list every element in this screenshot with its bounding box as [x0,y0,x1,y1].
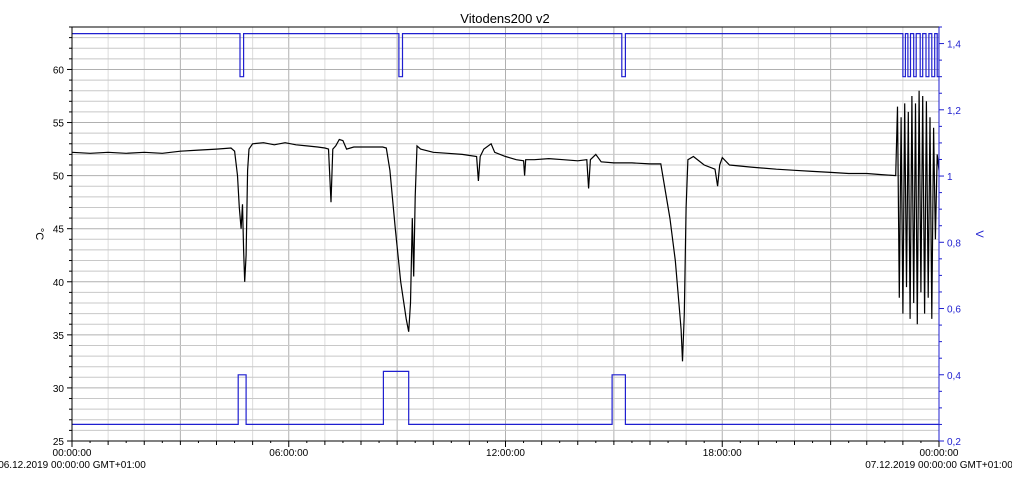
y-right-tick-label: 0,4 [947,371,961,382]
y-left-tick-label: 55 [53,119,65,130]
axes: 00:00:00 06:00:00 12:00:00 18:00:00 00:00:00… [53,26,961,459]
y-left-tick-label: 50 [53,172,65,183]
y-right-tick-label: 0,8 [947,238,961,249]
voltage-series-line-1 [72,370,939,425]
voltage-series-line-2 [72,32,939,78]
y-left-tick-label: 40 [53,278,65,289]
y-right-tick-label: 1,2 [947,106,961,117]
x-end-date-label: 07.12.2019 00:00:00 GMT+01:00 [865,460,1012,471]
y-left-tick-label: 25 [53,437,65,448]
x-tick-label: 12:00:00 [486,448,525,459]
temperature-series-line [72,90,939,362]
y-left-tick-label: 45 [53,225,65,236]
x-tick-label: 18:00:00 [703,448,742,459]
series-group [72,32,939,425]
grid [71,26,940,442]
y-left-tick-label: 35 [53,331,65,342]
y-left-tick-label: 60 [53,65,65,76]
y-left-tick-label: 30 [53,384,65,395]
x-start-date-label: 06.12.2019 00:00:00 GMT+01:00 [0,460,146,471]
y-left-label: °C [33,228,45,240]
x-tick-label: 06:00:00 [269,448,308,459]
y-right-tick-label: 0,6 [947,305,961,316]
y-right-tick-label: 1 [947,172,953,183]
x-tick-label: 00:00:00 [53,448,92,459]
chart-title: Vitodens200 v2 [460,11,549,26]
y-right-tick-label: 0,2 [947,437,961,448]
y-right-label: V [973,230,985,238]
x-tick-label: 00:00:00 [920,448,959,459]
y-right-tick-label: 1,4 [947,40,961,51]
